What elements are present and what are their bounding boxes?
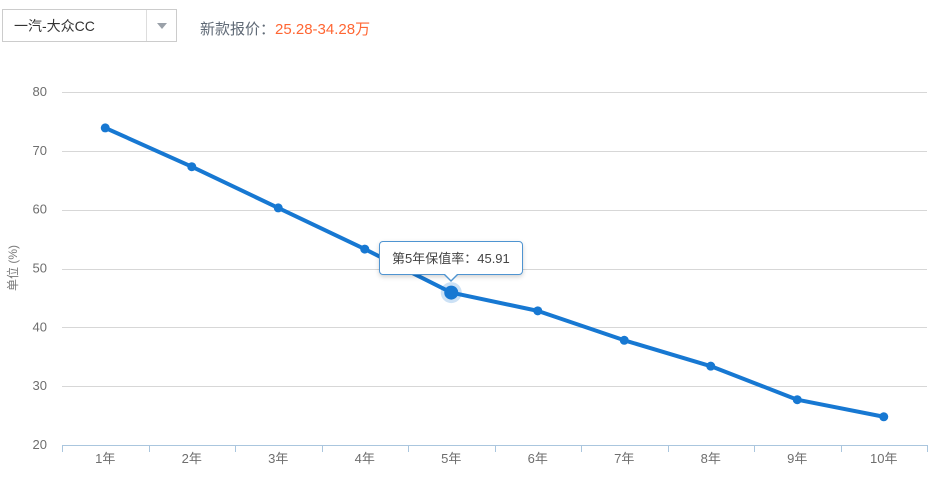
- data-point[interactable]: [444, 285, 459, 300]
- data-point[interactable]: [706, 361, 716, 371]
- y-axis-tick-label: 70: [33, 143, 47, 158]
- new-car-price-label: 新款报价：: [200, 21, 276, 38]
- chevron-down-glyph: [156, 22, 167, 29]
- series-line: [103, 125, 886, 419]
- new-car-price-value: 25.28-34.28万: [275, 21, 371, 38]
- y-axis-title: 单位 (%): [5, 245, 20, 291]
- y-axis-tick-label: 40: [33, 319, 47, 334]
- x-axis-tick-label: 3年: [268, 451, 288, 466]
- tooltip: 第5年保值率：45.91: [379, 241, 523, 282]
- data-point[interactable]: [619, 335, 629, 345]
- car-model-select-value: 一汽-大众CC: [14, 17, 95, 34]
- data-point[interactable]: [187, 162, 197, 172]
- y-axis-tick-label: 60: [33, 202, 47, 217]
- x-axis-tick-label: 8年: [701, 451, 721, 466]
- x-axis-tick-label: 10年: [870, 451, 897, 466]
- x-axis-tick-label: 5年: [441, 451, 461, 466]
- y-axis-tick-label: 30: [33, 378, 47, 393]
- data-point[interactable]: [792, 395, 802, 405]
- data-point[interactable]: [879, 412, 889, 422]
- data-point[interactable]: [533, 306, 543, 316]
- x-axis-tick-label: 6年: [528, 451, 548, 466]
- chevron-down-icon[interactable]: [146, 10, 176, 41]
- car-model-select[interactable]: 一汽-大众CC: [2, 9, 177, 42]
- data-point[interactable]: [360, 244, 370, 254]
- x-axis-tick-label: 7年: [614, 451, 634, 466]
- tooltip-text: 第5年保值率：45.91: [392, 251, 510, 266]
- x-axis-tick-label: 1年: [95, 451, 115, 466]
- data-point[interactable]: [273, 203, 283, 213]
- y-axis-tick-label: 20: [33, 437, 47, 452]
- x-axis-tick-label: 2年: [182, 451, 202, 466]
- x-axis-tick-label: 4年: [355, 451, 375, 466]
- x-axis-tick-label: 9年: [787, 451, 807, 466]
- y-axis-tick-label: 50: [33, 261, 47, 276]
- new-car-price: 新款报价：25.28-34.28万: [200, 18, 370, 39]
- data-point[interactable]: [100, 123, 110, 133]
- y-axis-tick-label: 80: [33, 84, 47, 99]
